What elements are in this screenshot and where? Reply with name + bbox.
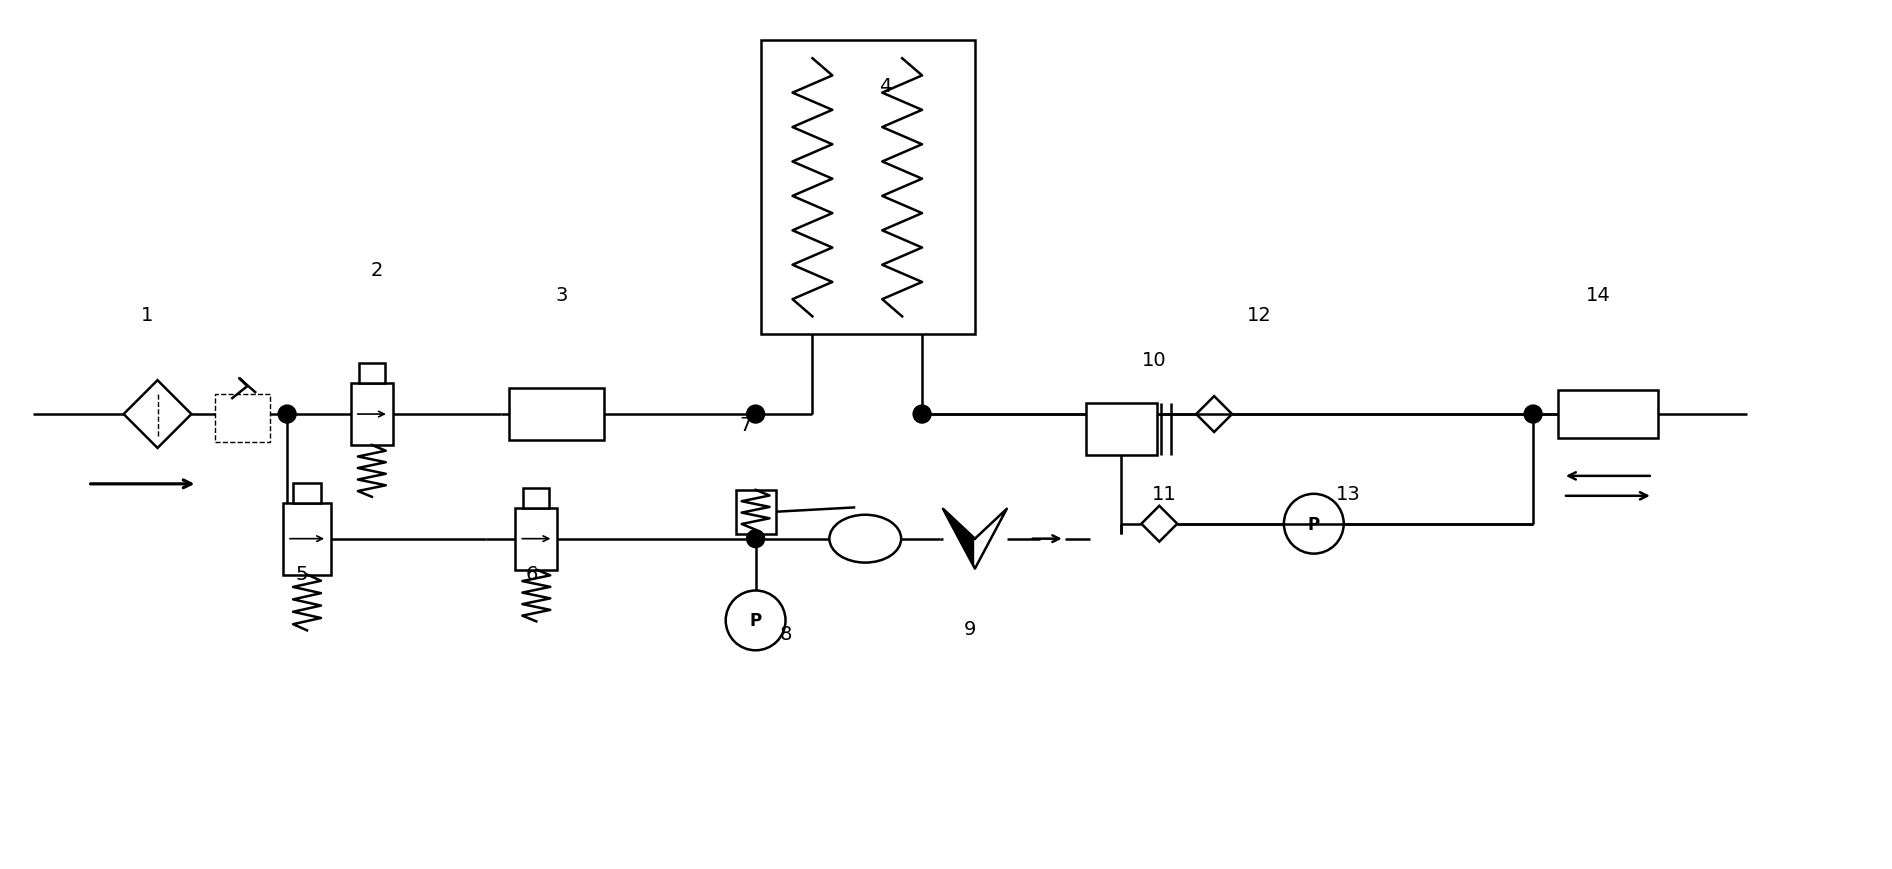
Bar <box>736 490 776 534</box>
Polygon shape <box>942 509 974 569</box>
Text: 12: 12 <box>1247 306 1271 324</box>
Text: 5: 5 <box>295 564 308 583</box>
Text: 7: 7 <box>740 415 751 434</box>
Text: P: P <box>749 612 762 630</box>
Text: 1: 1 <box>142 306 153 324</box>
Bar <box>293 483 322 503</box>
Text: 9: 9 <box>963 620 976 638</box>
Circle shape <box>1525 406 1542 423</box>
Bar <box>350 384 394 446</box>
Text: 13: 13 <box>1336 485 1360 504</box>
Circle shape <box>747 530 764 548</box>
Bar <box>761 41 974 335</box>
Circle shape <box>914 406 931 423</box>
Circle shape <box>278 406 295 423</box>
Text: P: P <box>1307 515 1321 533</box>
Text: 11: 11 <box>1152 485 1177 504</box>
Bar <box>524 488 549 508</box>
Bar <box>509 388 604 441</box>
Text: 14: 14 <box>1585 286 1610 305</box>
Bar <box>216 395 271 442</box>
Text: 4: 4 <box>880 76 891 96</box>
Polygon shape <box>974 509 1007 569</box>
Text: 6: 6 <box>526 564 537 583</box>
Bar <box>284 503 331 575</box>
Text: 10: 10 <box>1143 350 1167 369</box>
Text: 8: 8 <box>780 624 791 643</box>
Bar <box>1557 391 1657 439</box>
Text: 3: 3 <box>554 286 568 305</box>
Circle shape <box>747 406 764 423</box>
Bar <box>515 508 558 570</box>
Bar <box>223 401 252 428</box>
Bar <box>1086 403 1158 455</box>
Text: 2: 2 <box>371 261 382 280</box>
Bar <box>359 364 384 384</box>
